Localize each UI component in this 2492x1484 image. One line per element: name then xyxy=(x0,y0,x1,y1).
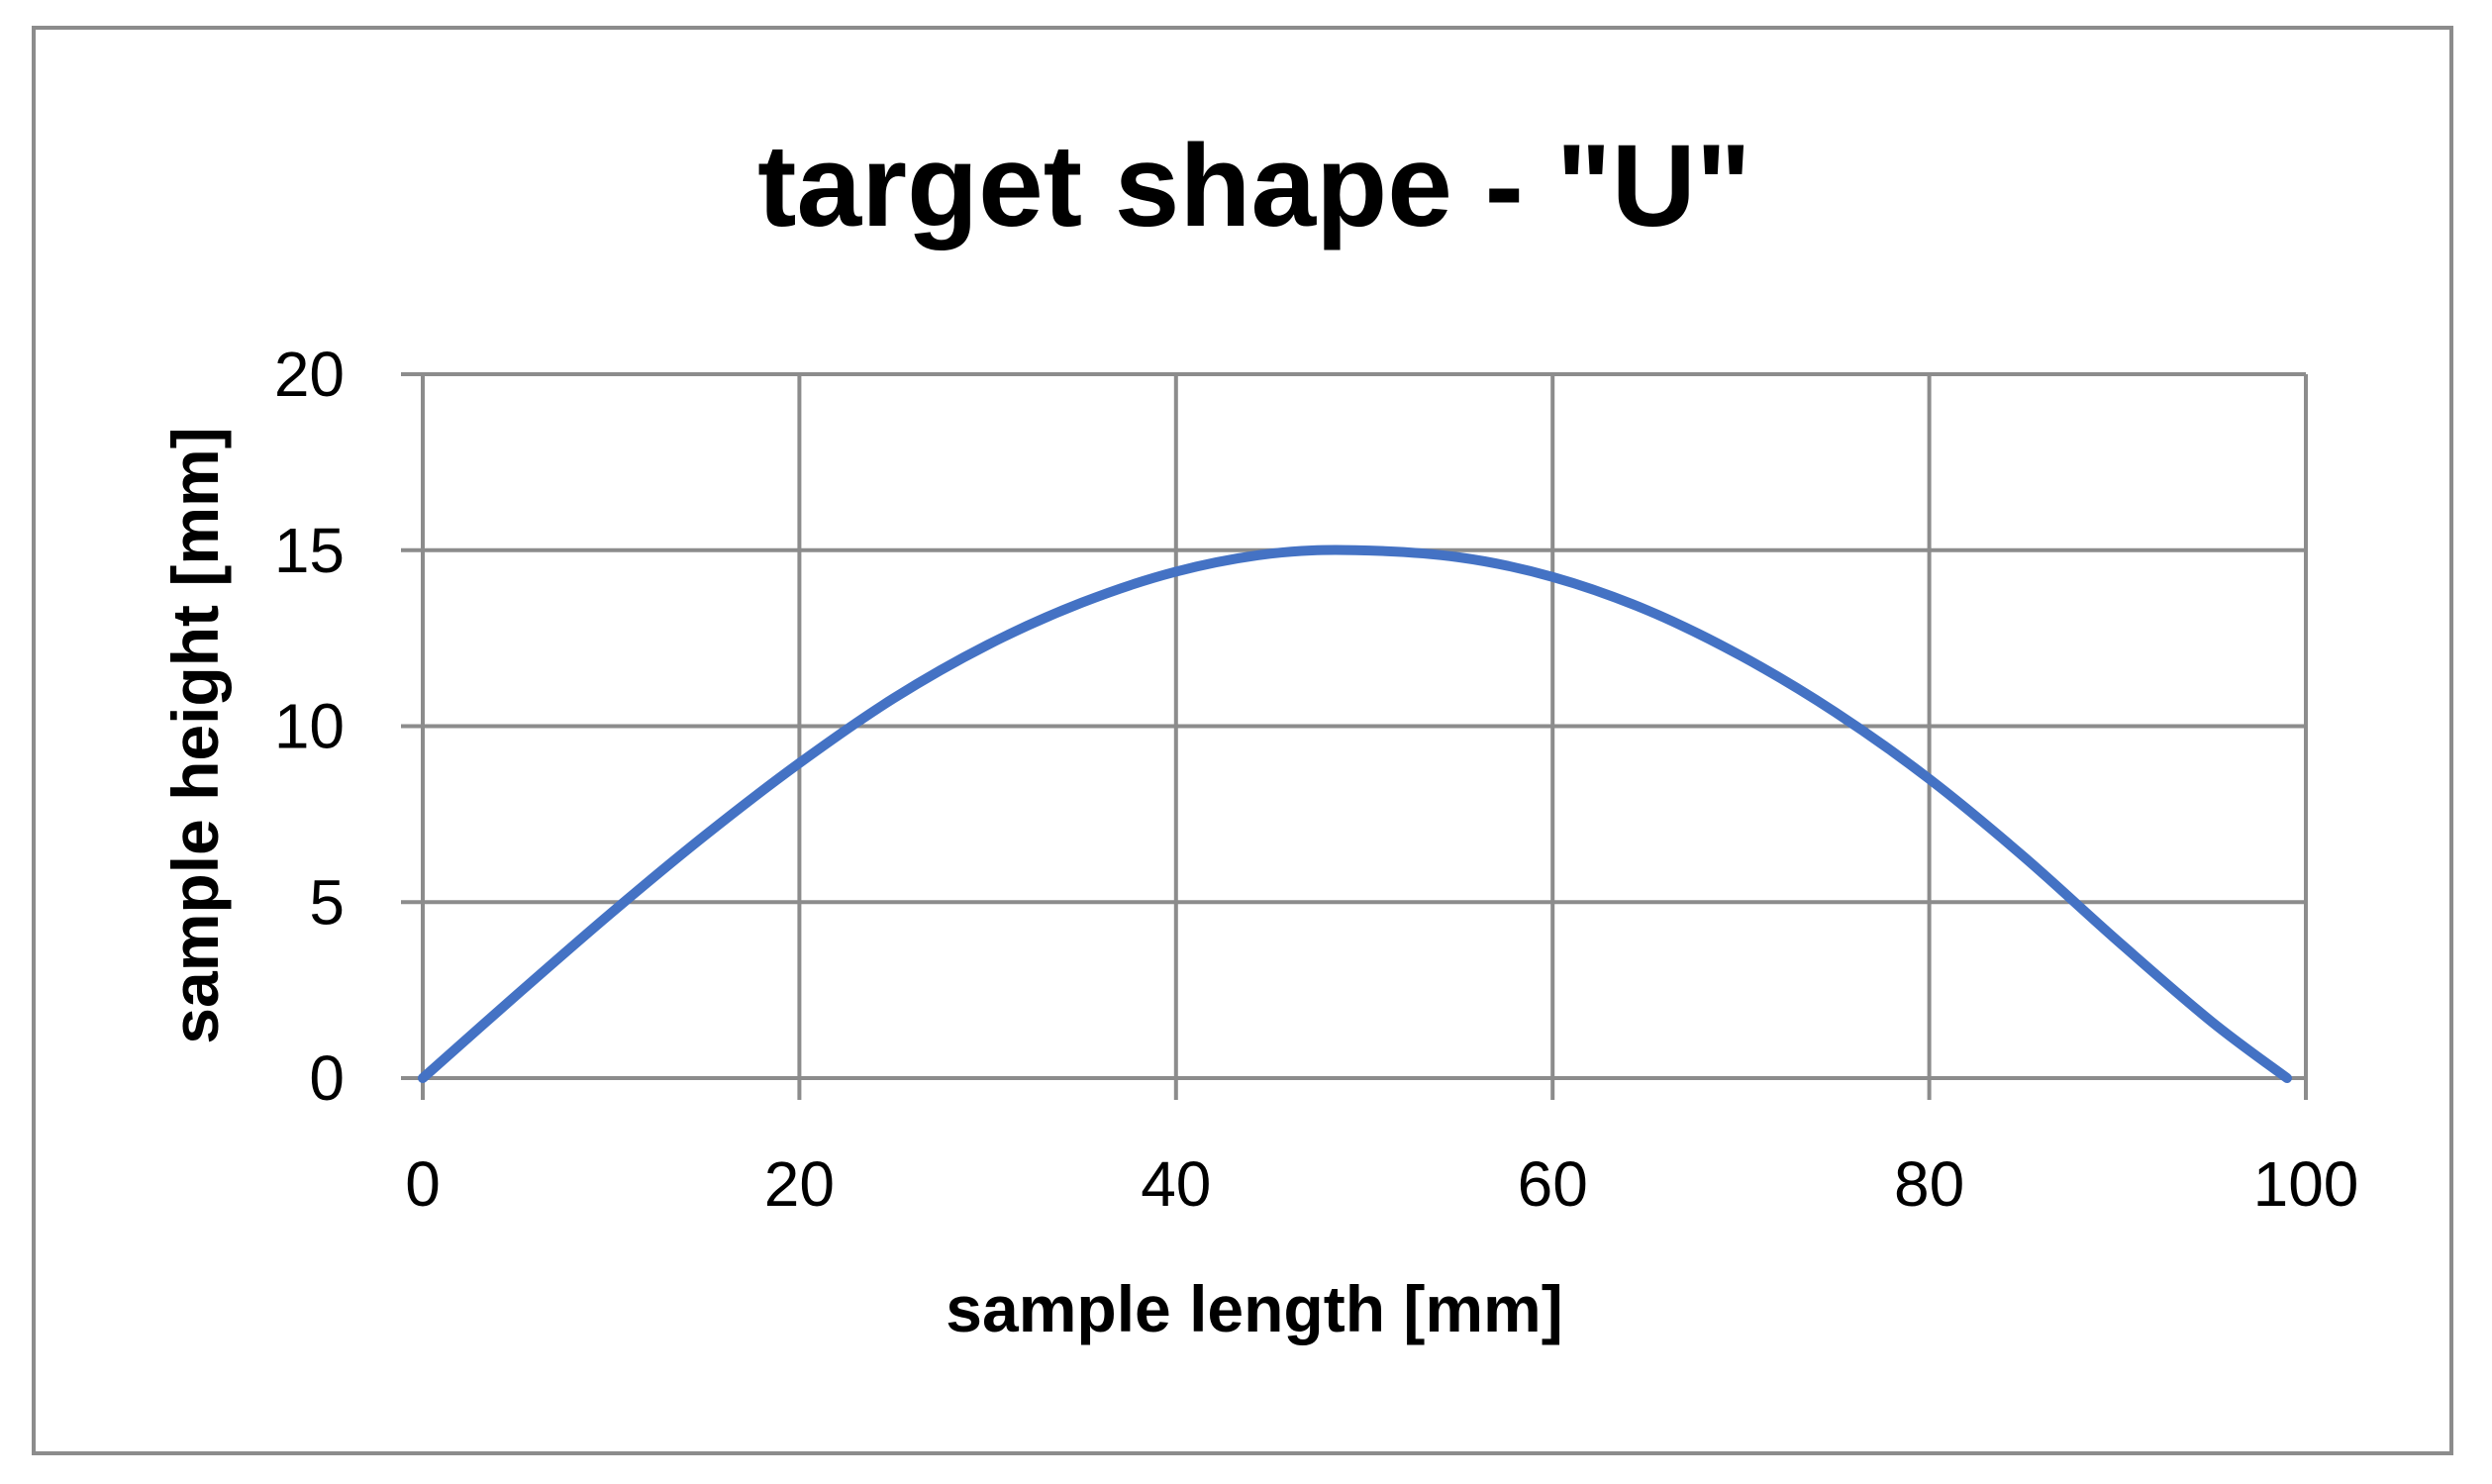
series-layer xyxy=(418,544,2292,1083)
x-axis-ticks: 0 20 40 60 80 100 xyxy=(405,1148,2358,1220)
x-tick-label: 100 xyxy=(2253,1148,2359,1220)
x-tick-label: 40 xyxy=(1141,1148,1211,1220)
y-tick-label: 0 xyxy=(309,1042,345,1114)
y-tick-label: 5 xyxy=(309,866,345,938)
chart-frame xyxy=(32,26,2453,1455)
y-tick-label: 20 xyxy=(274,339,345,410)
chart-title: target shape - "U" xyxy=(757,121,1751,251)
x-axis-label: sample length [mm] xyxy=(946,1272,1562,1345)
y-axis-ticks: 0 5 10 15 20 xyxy=(274,339,345,1114)
x-tick-label: 60 xyxy=(1518,1148,1588,1220)
x-tick-label: 80 xyxy=(1894,1148,1964,1220)
series-line xyxy=(418,544,2292,1083)
x-tick-label: 20 xyxy=(764,1148,835,1220)
y-tick-label: 15 xyxy=(274,515,345,586)
gridlines xyxy=(401,372,2308,1100)
y-tick-label: 10 xyxy=(274,691,345,762)
y-axis-label: sample height [mm] xyxy=(158,427,232,1043)
x-tick-label: 0 xyxy=(405,1148,441,1220)
